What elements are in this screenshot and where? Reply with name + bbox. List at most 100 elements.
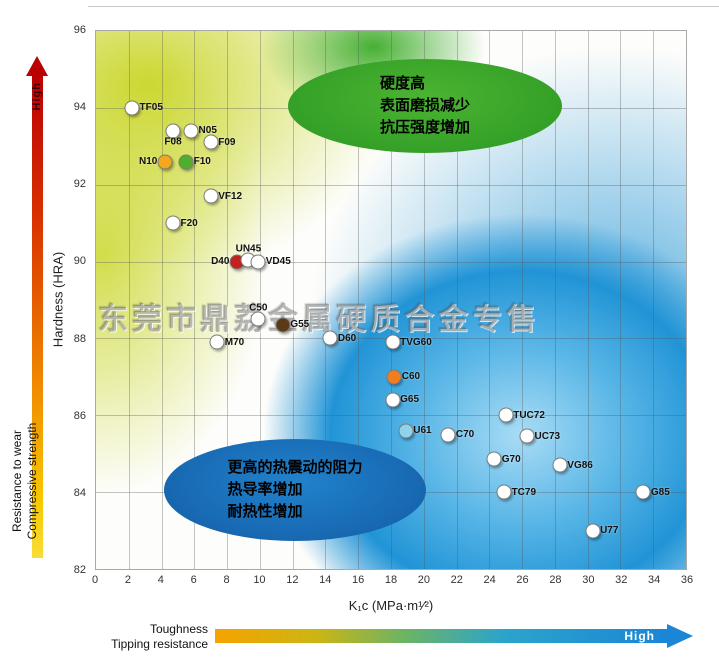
data-point-label: VG86 bbox=[567, 459, 593, 471]
y-tick-label: 82 bbox=[73, 564, 86, 576]
data-point-label: G70 bbox=[501, 453, 521, 465]
gridline-vertical bbox=[194, 31, 196, 569]
data-point-label: G55 bbox=[290, 319, 310, 331]
arrow-up-icon bbox=[26, 56, 48, 76]
gridline-vertical bbox=[358, 31, 360, 569]
data-point-label: VF12 bbox=[218, 190, 243, 202]
gridline-vertical bbox=[423, 31, 425, 569]
bottom-axis-properties-label: Toughness Tipping resistance bbox=[58, 622, 208, 652]
y-tick-label: 94 bbox=[73, 101, 86, 114]
x-tick-label: 28 bbox=[549, 574, 562, 586]
data-point-label: C70 bbox=[455, 429, 475, 440]
green-annotation-line-1: 硬度高 bbox=[379, 75, 425, 92]
data-point-label: UN45 bbox=[235, 243, 262, 255]
data-point-f09: F09 bbox=[203, 134, 235, 150]
data-point-u77: U77 bbox=[585, 523, 618, 539]
y-tick-label: 84 bbox=[73, 486, 86, 499]
x-tick-label: 34 bbox=[647, 574, 661, 586]
resistance-to-wear-label: Resistance to wear bbox=[10, 429, 24, 533]
x-tick-label: 26 bbox=[516, 574, 529, 586]
tipping-resistance-label: Tipping resistance bbox=[111, 637, 208, 651]
data-point-label: F08 bbox=[164, 136, 182, 148]
data-point-m70: M70 bbox=[209, 334, 244, 350]
data-point-label: TVG60 bbox=[400, 336, 432, 348]
data-point-c70: C70 bbox=[440, 427, 474, 442]
data-point-tc79: TC79 bbox=[496, 484, 536, 500]
gridline-vertical bbox=[161, 31, 163, 569]
data-point-vd45: VD45 bbox=[250, 254, 291, 270]
data-point-u61: U61 bbox=[398, 423, 432, 439]
gridline-vertical bbox=[259, 31, 261, 569]
data-point-label: G85 bbox=[650, 486, 670, 498]
x-tick-label: 18 bbox=[384, 574, 398, 586]
plot-area: 硬度高 表面磨损减少 抗压强度增加 更高的热震动的阻力 热导率增加 耐热性增加 … bbox=[95, 30, 687, 570]
data-point-label: N05 bbox=[198, 125, 217, 137]
compressive-strength-label: Compressive strength bbox=[25, 422, 39, 540]
data-point-n05: N05 bbox=[183, 123, 217, 139]
data-point-f20: F20 bbox=[165, 215, 198, 231]
data-point-label: U61 bbox=[413, 425, 432, 437]
data-point-label: F10 bbox=[193, 156, 211, 168]
data-point-g55: G55 bbox=[275, 317, 309, 333]
vertical-arrow-bar bbox=[31, 76, 43, 558]
x-tick-label: 14 bbox=[319, 574, 332, 586]
data-point-tuc72: TUC72 bbox=[498, 407, 545, 423]
gridline-horizontal bbox=[96, 415, 686, 417]
annotation-ellipse-thermal: 更高的热震动的阻力 热导率增加 耐热性增加 bbox=[164, 439, 426, 541]
data-point-f10: F10 bbox=[178, 154, 211, 170]
data-point-label: U77 bbox=[600, 525, 619, 537]
x-tick-label: 22 bbox=[450, 574, 463, 586]
vertical-arrow-high-label: High bbox=[31, 82, 43, 111]
data-point-label: TF05 bbox=[139, 102, 163, 114]
data-point-label: TC79 bbox=[511, 486, 537, 498]
x-tick-label: 4 bbox=[157, 574, 164, 586]
blue-annotation-line-1: 更高的热震动的阻力 bbox=[227, 459, 363, 476]
data-point-g85: G85 bbox=[635, 484, 670, 500]
data-point-tf05: TF05 bbox=[124, 100, 163, 116]
x-tick-label: 2 bbox=[124, 574, 131, 586]
gridline-vertical bbox=[554, 31, 556, 569]
x-tick-label: 30 bbox=[582, 574, 595, 586]
data-point-c50: C50 bbox=[249, 303, 267, 327]
x-tick-label: 6 bbox=[190, 574, 197, 586]
gridline-horizontal bbox=[96, 184, 686, 186]
gridline-vertical bbox=[128, 31, 130, 569]
x-tick-label: 16 bbox=[351, 574, 365, 586]
data-point-label: UC73 bbox=[534, 430, 561, 442]
data-point-label: N10 bbox=[138, 156, 158, 168]
x-tick-label: 12 bbox=[286, 574, 299, 586]
data-point-vf12: VF12 bbox=[203, 188, 242, 204]
gridline-vertical bbox=[522, 31, 524, 569]
data-point-g70: G70 bbox=[486, 451, 521, 467]
data-point-g65: G65 bbox=[385, 392, 419, 408]
gridline-vertical bbox=[456, 31, 458, 569]
x-tick-label: 10 bbox=[253, 574, 266, 586]
x-tick-label: 20 bbox=[417, 574, 431, 586]
green-annotation-line-3: 抗压强度增加 bbox=[379, 119, 470, 136]
y-axis-tick-labels: 82 84 86 88 90 92 94 96 bbox=[62, 24, 90, 576]
gridline-horizontal bbox=[96, 261, 686, 263]
data-point-label: TUC72 bbox=[513, 409, 545, 421]
data-point-n10: N10 bbox=[139, 154, 173, 170]
gridline-vertical bbox=[653, 31, 655, 569]
data-point-d60: D60 bbox=[322, 330, 356, 346]
gridline-vertical bbox=[587, 31, 589, 569]
watermark-text: 东莞市鼎荔金属硬质合金专售 bbox=[98, 303, 540, 336]
gridline-vertical bbox=[489, 31, 491, 569]
annotation-ellipse-hardness: 硬度高 表面磨损减少 抗压强度增加 bbox=[288, 59, 562, 153]
y-tick-label: 90 bbox=[73, 255, 86, 268]
gridline-vertical bbox=[325, 31, 327, 569]
blue-annotation-line-2: 热导率增加 bbox=[227, 481, 303, 498]
blue-annotation-line-3: 耐热性增加 bbox=[227, 503, 303, 520]
gridline-vertical bbox=[620, 31, 622, 569]
horizontal-gradient-arrow: High bbox=[215, 624, 693, 648]
x-tick-label: 8 bbox=[223, 574, 230, 586]
data-point-vg86: VG86 bbox=[552, 457, 593, 473]
y-tick-label: 96 bbox=[73, 24, 86, 36]
data-point-c60: C60 bbox=[386, 369, 420, 385]
horizontal-arrow-high-label: High bbox=[624, 629, 655, 643]
data-point-label: C50 bbox=[249, 302, 268, 314]
y-tick-label: 88 bbox=[73, 332, 86, 345]
arrow-right-icon bbox=[667, 624, 693, 648]
